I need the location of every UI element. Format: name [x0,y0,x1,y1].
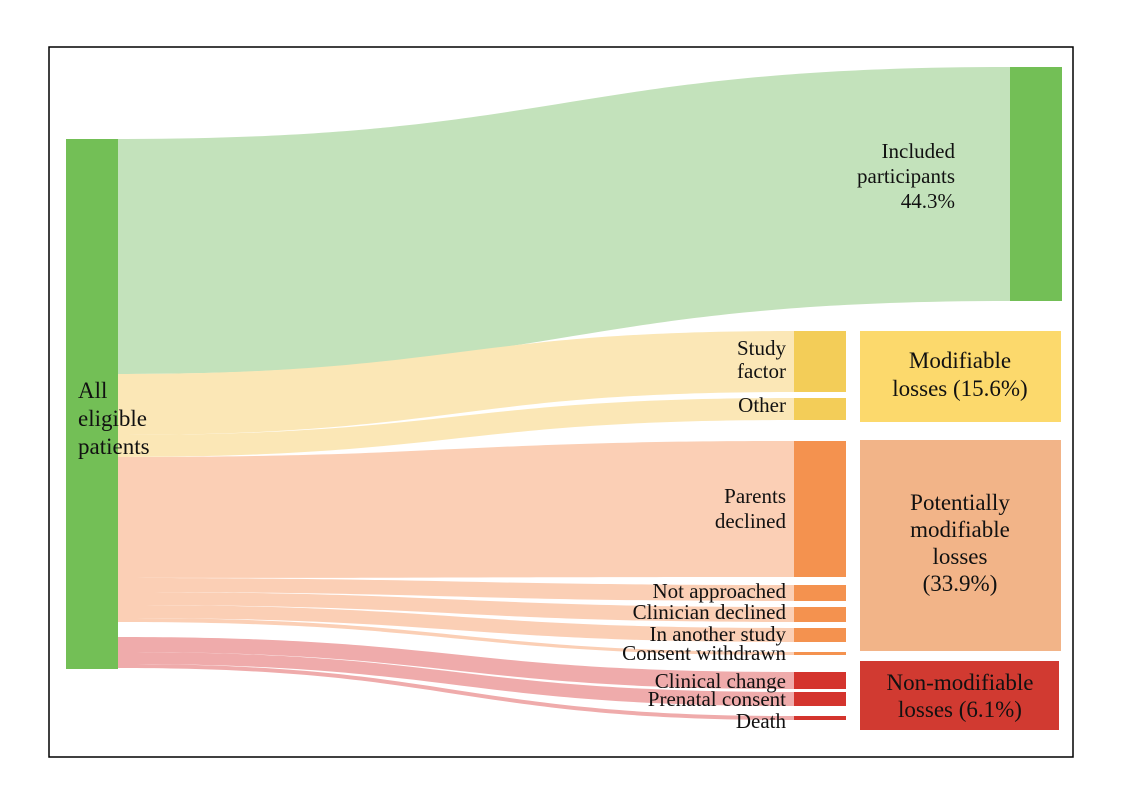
label-clinical-change-line: Clinical change [655,669,786,693]
label-clinical-change: Clinical change [655,669,786,693]
group-box-potentially-modifiable [860,440,1061,651]
label-study-factor: Study factor [737,336,787,383]
label-all-eligible-patients-line: eligible [78,406,147,431]
link-consent-withdrawn [118,618,794,655]
link-other [118,398,794,457]
group-label-potentially-modifiable-line: modifiable [910,517,1010,542]
flow-nodes [66,67,1062,720]
node-parents-declined [794,441,846,577]
label-clinician-declined: Clinician declined [633,600,787,624]
label-parents-declined: Parents declined [715,484,787,533]
node-consent-withdrawn [794,652,846,655]
label-consent-withdrawn-line: Consent withdrawn [622,641,786,665]
group-boxes [860,331,1061,730]
label-other-line: Other [738,393,786,417]
label-other: Other [738,393,786,417]
link-parents-declined [118,441,794,578]
group-label-modifiable-line: Modifiable [909,348,1011,373]
node-in-another-study [794,628,846,642]
node-not-approached [794,585,846,601]
group-label-potentially-modifiable: Potentially modifiable losses (33.9%) [910,490,1010,596]
label-included-participants-line: participants [857,164,955,188]
label-not-approached: Not approached [652,579,786,603]
group-box-non-modifiable [860,661,1059,730]
flow-links [118,67,1010,720]
label-parents-declined-line: Parents [724,484,786,508]
link-clinician-declined [118,592,794,622]
label-included-participants: Included participants 44.3% [857,139,955,213]
node-all-eligible-patients [66,139,118,669]
label-included-participants-line: 44.3% [901,189,955,213]
label-all-eligible-patients: All eligible patients [78,378,150,459]
label-in-another-study-line: In another study [650,622,787,646]
label-all-eligible-patients-line: All [78,378,107,403]
node-death [794,716,846,720]
label-study-factor-line: factor [737,359,786,383]
label-parents-declined-line: declined [715,509,787,533]
group-box-modifiable [860,331,1061,422]
label-all-eligible-patients-line: patients [78,434,150,459]
label-prenatal-consent: Prenatal consent [648,687,786,711]
node-prenatal-consent [794,692,846,706]
group-label-modifiable: Modifiable losses (15.6%) [892,348,1027,401]
link-study-factor [118,331,794,435]
group-label-non-modifiable: Non-modifiable losses (6.1%) [887,670,1034,722]
label-clinician-declined-line: Clinician declined [633,600,787,624]
group-label-potentially-modifiable-line: (33.9%) [923,571,998,596]
link-prenatal-consent [118,652,794,706]
label-in-another-study: In another study [650,622,787,646]
label-consent-withdrawn: Consent withdrawn [622,641,786,665]
group-label-potentially-modifiable-line: Potentially [910,490,1010,515]
node-clinician-declined [794,607,846,622]
node-study-factor [794,331,846,392]
group-label-modifiable-line: losses (15.6%) [892,376,1027,401]
label-prenatal-consent-line: Prenatal consent [648,687,786,711]
label-included-participants-line: Included [882,139,956,163]
link-clinical-change [118,637,794,689]
group-label-non-modifiable-line: Non-modifiable [887,670,1034,695]
link-not-approached [118,578,794,601]
link-death [118,664,794,720]
node-clinical-change [794,672,846,689]
link-included-participants [118,67,1010,374]
flow-labels: Study factor Other Modifiable losses (15.6%)… [78,139,1033,733]
link-in-another-study [118,605,794,642]
group-label-potentially-modifiable-line: losses [933,544,988,569]
node-included-participants [1010,67,1062,301]
label-study-factor-line: Study [737,336,787,360]
node-other [794,398,846,420]
label-not-approached-line: Not approached [652,579,786,603]
label-death: Death [736,709,787,733]
label-death-line: Death [736,709,787,733]
group-label-non-modifiable-line: losses (6.1%) [898,697,1022,722]
